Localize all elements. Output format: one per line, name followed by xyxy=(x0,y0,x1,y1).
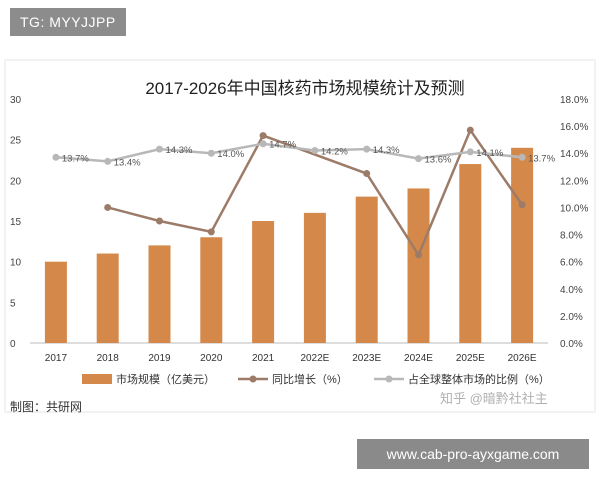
x-tick-label: 2024E xyxy=(404,353,433,364)
growth-point-2024E xyxy=(415,251,422,259)
growth-point-2026E xyxy=(518,201,526,209)
left-tick-label: 25 xyxy=(10,136,22,147)
share-line-series: 13.7% 13.4% 14.3% 14.0% 14.7% 14.2% 14.3% 13.6%… xyxy=(52,140,556,168)
legend: 市场规模（亿美元） 同比增长（%） 占全球整体市场的比例（%） xyxy=(82,372,550,386)
x-tick-label: 2026E xyxy=(508,353,537,364)
share-point-2019 xyxy=(156,145,163,153)
share-data-label: 14.3% xyxy=(166,145,193,156)
share-point-2026E xyxy=(518,153,526,161)
right-tick-label: 2.0% xyxy=(560,312,583,323)
chart-frame: 2017-2026年中国核药市场规模统计及预测 30 25 20 15 10 5 0 18.… xyxy=(0,58,600,422)
x-tick-label: 2025E xyxy=(456,353,485,364)
bar-2026E xyxy=(511,147,534,343)
left-tick-label: 5 xyxy=(10,298,16,309)
share-data-label: 14.7% xyxy=(269,140,296,151)
left-tick-label: 10 xyxy=(10,258,22,269)
watermark-text: 知乎 @暗黔社社主 xyxy=(440,391,548,406)
right-tick-label: 10.0% xyxy=(560,203,588,214)
x-tick-label: 2018 xyxy=(97,353,120,364)
chart: 2017-2026年中国核药市场规模统计及预测 30 25 20 15 10 5 0 18.… xyxy=(4,59,596,413)
right-tick-label: 6.0% xyxy=(560,258,583,269)
bar-2025E xyxy=(459,164,482,343)
share-point-2022E xyxy=(311,147,319,155)
left-tick-label: 20 xyxy=(10,176,22,187)
share-point-2018 xyxy=(104,157,112,165)
share-data-label: 13.7% xyxy=(528,153,555,164)
share-point-2017 xyxy=(52,153,60,161)
right-axis: 18.0% 16.0% 14.0% 12.0% 10.0% 8.0% 6.0% 4.0% 2.0… xyxy=(560,95,588,350)
right-tick-label: 16.0% xyxy=(560,122,588,133)
left-tick-label: 15 xyxy=(10,217,22,228)
share-point-2025E xyxy=(466,148,474,156)
bar-2019 xyxy=(148,245,171,343)
share-point-2024E xyxy=(415,155,422,163)
right-tick-label: 8.0% xyxy=(560,231,583,242)
bar-2022E xyxy=(303,212,326,343)
bar-2018 xyxy=(96,253,119,343)
bar-2020 xyxy=(200,237,223,343)
right-tick-label: 18.0% xyxy=(560,95,588,106)
share-point-2020 xyxy=(207,149,215,157)
growth-point-2023E xyxy=(363,170,371,178)
share-data-label: 14.3% xyxy=(373,145,400,156)
legend-marker-share xyxy=(385,375,393,383)
left-axis: 30 25 20 15 10 5 0 xyxy=(10,95,22,350)
share-data-label: 14.0% xyxy=(217,149,244,160)
growth-point-2018 xyxy=(104,203,112,211)
share-data-label: 14.2% xyxy=(321,147,348,158)
growth-point-2025E xyxy=(466,126,474,134)
x-tick-label: 2017 xyxy=(45,353,68,364)
right-tick-label: 14.0% xyxy=(560,149,588,160)
share-point-2023E xyxy=(363,145,371,153)
chart-border xyxy=(4,59,596,413)
bar-series xyxy=(44,147,534,343)
share-data-label: 14.1% xyxy=(476,148,503,159)
legend-marker-growth xyxy=(249,375,257,383)
chart-title: 2017-2026年中国核药市场规模统计及预测 xyxy=(145,79,464,98)
right-tick-label: 4.0% xyxy=(560,285,583,296)
tg-badge: TG: MYYJJPP xyxy=(10,8,126,36)
x-tick-label: 2022E xyxy=(300,353,329,364)
growth-line-series xyxy=(104,126,526,259)
share-data-label: 13.6% xyxy=(425,155,452,166)
left-tick-label: 30 xyxy=(10,95,22,106)
bar-2023E xyxy=(355,196,378,343)
growth-point-2019 xyxy=(156,217,163,225)
growth-point-2021 xyxy=(259,132,267,140)
share-data-label: 13.7% xyxy=(62,153,89,164)
share-line xyxy=(55,142,523,163)
x-tick-label: 2023E xyxy=(352,353,381,364)
legend-label-share: 占全球整体市场的比例（%） xyxy=(408,372,550,386)
share-data-label: 13.4% xyxy=(114,157,141,168)
x-tick-label: 2021 xyxy=(252,353,275,364)
bar-2024E xyxy=(407,188,430,343)
growth-point-2020 xyxy=(207,228,215,236)
right-tick-label: 12.0% xyxy=(560,176,588,187)
source-note: 制图：共研网 xyxy=(10,400,83,414)
left-tick-label: 0 xyxy=(10,339,16,350)
x-tick-label: 2020 xyxy=(200,353,223,364)
right-tick-label: 0.0% xyxy=(560,339,583,350)
url-badge: www.cab-pro-ayxgame.com xyxy=(357,439,589,469)
legend-swatch-bar xyxy=(82,374,112,384)
share-point-2021 xyxy=(259,140,267,148)
legend-label-bar: 市场规模（亿美元） xyxy=(116,372,215,386)
x-tick-label: 2019 xyxy=(148,353,171,364)
legend-label-growth: 同比增长（%） xyxy=(272,372,348,386)
bar-2017 xyxy=(44,261,67,343)
growth-line xyxy=(107,127,524,258)
bar-2021 xyxy=(252,221,275,343)
